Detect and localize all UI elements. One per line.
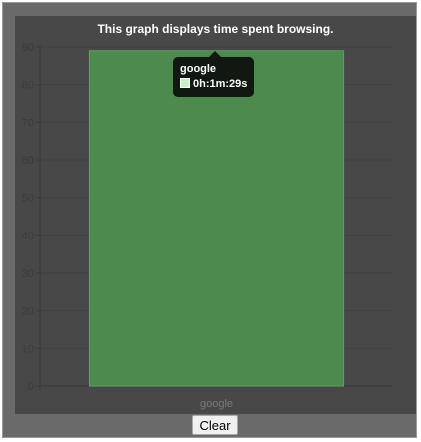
x-category-label: google bbox=[200, 398, 233, 410]
y-tick-label: 10 bbox=[22, 343, 34, 355]
chart-tooltip: google 0h:1m:29s bbox=[173, 51, 255, 97]
chart-title: This graph displays time spent browsing. bbox=[97, 22, 334, 36]
bar-chart: 0 10 20 30 40 50 60 70 80 90 google bbox=[22, 42, 393, 410]
clear-button[interactable]: Clear bbox=[192, 415, 238, 435]
y-tick-label: 70 bbox=[22, 117, 34, 129]
tooltip-category: google bbox=[180, 63, 217, 75]
y-tick-label: 40 bbox=[22, 230, 34, 242]
legend-swatch-icon bbox=[180, 78, 190, 88]
graph-window: This graph displays time spent browsing.… bbox=[2, 2, 417, 438]
bar-google bbox=[88, 50, 345, 387]
y-tick-label: 30 bbox=[22, 268, 34, 280]
y-tick-label: 50 bbox=[22, 193, 34, 205]
tooltip-value: 0h:1m:29s bbox=[193, 78, 248, 90]
y-tick-label: 90 bbox=[22, 42, 34, 54]
y-tick-label: 60 bbox=[22, 155, 34, 167]
tooltip-value-row: 0h:1m:29s bbox=[180, 77, 247, 92]
y-tick-label: 0 bbox=[28, 381, 34, 393]
y-tick-label: 80 bbox=[22, 80, 34, 92]
y-tick-label: 20 bbox=[22, 306, 34, 318]
